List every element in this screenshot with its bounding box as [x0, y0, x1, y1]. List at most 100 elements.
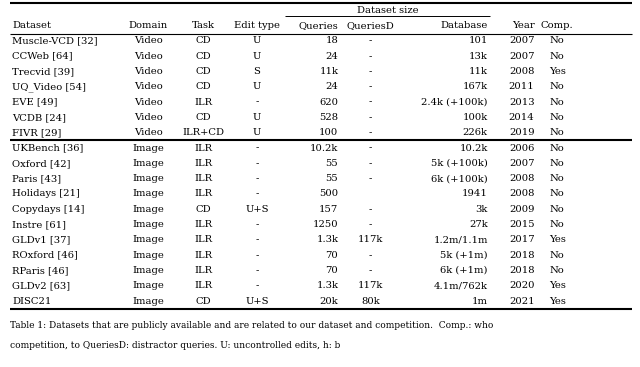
- Text: 117k: 117k: [358, 235, 383, 244]
- Text: 27k: 27k: [469, 220, 488, 229]
- Text: -: -: [369, 52, 372, 61]
- Text: ILR: ILR: [194, 159, 212, 168]
- Text: ILR: ILR: [194, 251, 212, 260]
- Text: UQ_Video [54]: UQ_Video [54]: [12, 82, 86, 92]
- Text: 100: 100: [319, 128, 339, 137]
- Text: 117k: 117k: [358, 281, 383, 290]
- Text: 70: 70: [326, 251, 339, 260]
- Text: 20k: 20k: [319, 297, 339, 306]
- Text: 2011: 2011: [509, 82, 534, 91]
- Text: 2006: 2006: [509, 143, 534, 153]
- Text: -: -: [369, 113, 372, 122]
- Text: Paris [43]: Paris [43]: [12, 174, 61, 183]
- Text: No: No: [550, 113, 564, 122]
- Text: Image: Image: [132, 281, 164, 290]
- Text: 2013: 2013: [509, 98, 534, 106]
- Text: U+S: U+S: [245, 297, 269, 306]
- Text: Image: Image: [132, 266, 164, 275]
- Text: Task: Task: [192, 21, 215, 30]
- Text: Instre [61]: Instre [61]: [12, 220, 66, 229]
- Text: 2009: 2009: [509, 205, 534, 214]
- Text: -: -: [255, 220, 259, 229]
- Text: Dataset: Dataset: [12, 21, 51, 30]
- Text: Image: Image: [132, 143, 164, 153]
- Text: 2008: 2008: [509, 174, 534, 183]
- Text: 2007: 2007: [509, 36, 534, 46]
- Text: Video: Video: [134, 98, 163, 106]
- Text: RParis [46]: RParis [46]: [12, 266, 68, 275]
- Text: No: No: [550, 205, 564, 214]
- Text: U: U: [253, 113, 261, 122]
- Text: ILR: ILR: [194, 98, 212, 106]
- Text: Image: Image: [132, 205, 164, 214]
- Text: QueriesD: QueriesD: [347, 21, 394, 30]
- Text: -: -: [369, 205, 372, 214]
- Text: ILR: ILR: [194, 235, 212, 244]
- Text: -: -: [369, 174, 372, 183]
- Text: CD: CD: [195, 205, 211, 214]
- Text: CD: CD: [195, 297, 211, 306]
- Text: 4.1m/762k: 4.1m/762k: [434, 281, 488, 290]
- Text: Image: Image: [132, 297, 164, 306]
- Text: Edit type: Edit type: [234, 21, 280, 30]
- Text: U: U: [253, 82, 261, 91]
- Text: -: -: [369, 98, 372, 106]
- Text: Queries: Queries: [299, 21, 339, 30]
- Text: -: -: [255, 251, 259, 260]
- Text: Holidays [21]: Holidays [21]: [12, 189, 80, 199]
- Text: UKBench [36]: UKBench [36]: [12, 143, 84, 153]
- Text: Image: Image: [132, 220, 164, 229]
- Text: 2018: 2018: [509, 266, 534, 275]
- Text: 55: 55: [326, 159, 339, 168]
- Text: CD: CD: [195, 36, 211, 46]
- Text: 6k (+100k): 6k (+100k): [431, 174, 488, 183]
- Text: -: -: [369, 159, 372, 168]
- Text: 11k: 11k: [468, 67, 488, 76]
- Text: 10.2k: 10.2k: [310, 143, 339, 153]
- Text: Image: Image: [132, 189, 164, 199]
- Text: Video: Video: [134, 128, 163, 137]
- Text: ILR+CD: ILR+CD: [182, 128, 224, 137]
- Text: competition, to QueriesD: distractor queries. U: uncontrolled edits, h: b: competition, to QueriesD: distractor que…: [10, 341, 340, 350]
- Text: Year: Year: [512, 21, 534, 30]
- Text: -: -: [255, 189, 259, 199]
- Text: 5k (+1m): 5k (+1m): [440, 251, 488, 260]
- Text: U: U: [253, 128, 261, 137]
- Text: 620: 620: [319, 98, 339, 106]
- Text: 2007: 2007: [509, 52, 534, 61]
- Text: No: No: [550, 266, 564, 275]
- Text: CD: CD: [195, 52, 211, 61]
- Text: Video: Video: [134, 67, 163, 76]
- Text: Oxford [42]: Oxford [42]: [12, 159, 70, 168]
- Text: 157: 157: [319, 205, 339, 214]
- Text: Yes: Yes: [549, 67, 566, 76]
- Text: Video: Video: [134, 82, 163, 91]
- Text: 18: 18: [326, 36, 339, 46]
- Text: No: No: [550, 52, 564, 61]
- Text: CD: CD: [195, 113, 211, 122]
- Text: ROxford [46]: ROxford [46]: [12, 251, 78, 260]
- Text: 10.2k: 10.2k: [460, 143, 488, 153]
- Text: No: No: [550, 220, 564, 229]
- Text: 500: 500: [319, 189, 339, 199]
- Text: No: No: [550, 189, 564, 199]
- Text: 2014: 2014: [509, 113, 534, 122]
- Text: Domain: Domain: [129, 21, 168, 30]
- Text: No: No: [550, 251, 564, 260]
- Text: -: -: [369, 67, 372, 76]
- Text: ILR: ILR: [194, 281, 212, 290]
- Text: S: S: [253, 67, 260, 76]
- Text: -: -: [255, 281, 259, 290]
- Text: CCWeb [64]: CCWeb [64]: [12, 52, 73, 61]
- Text: Yes: Yes: [549, 235, 566, 244]
- Text: No: No: [550, 159, 564, 168]
- Text: FIVR [29]: FIVR [29]: [12, 128, 61, 137]
- Text: No: No: [550, 82, 564, 91]
- Text: 1250: 1250: [313, 220, 339, 229]
- Text: 2007: 2007: [509, 159, 534, 168]
- Text: No: No: [550, 174, 564, 183]
- Text: 2008: 2008: [509, 189, 534, 199]
- Text: 101: 101: [468, 36, 488, 46]
- Text: Database: Database: [440, 21, 488, 30]
- Text: 100k: 100k: [463, 113, 488, 122]
